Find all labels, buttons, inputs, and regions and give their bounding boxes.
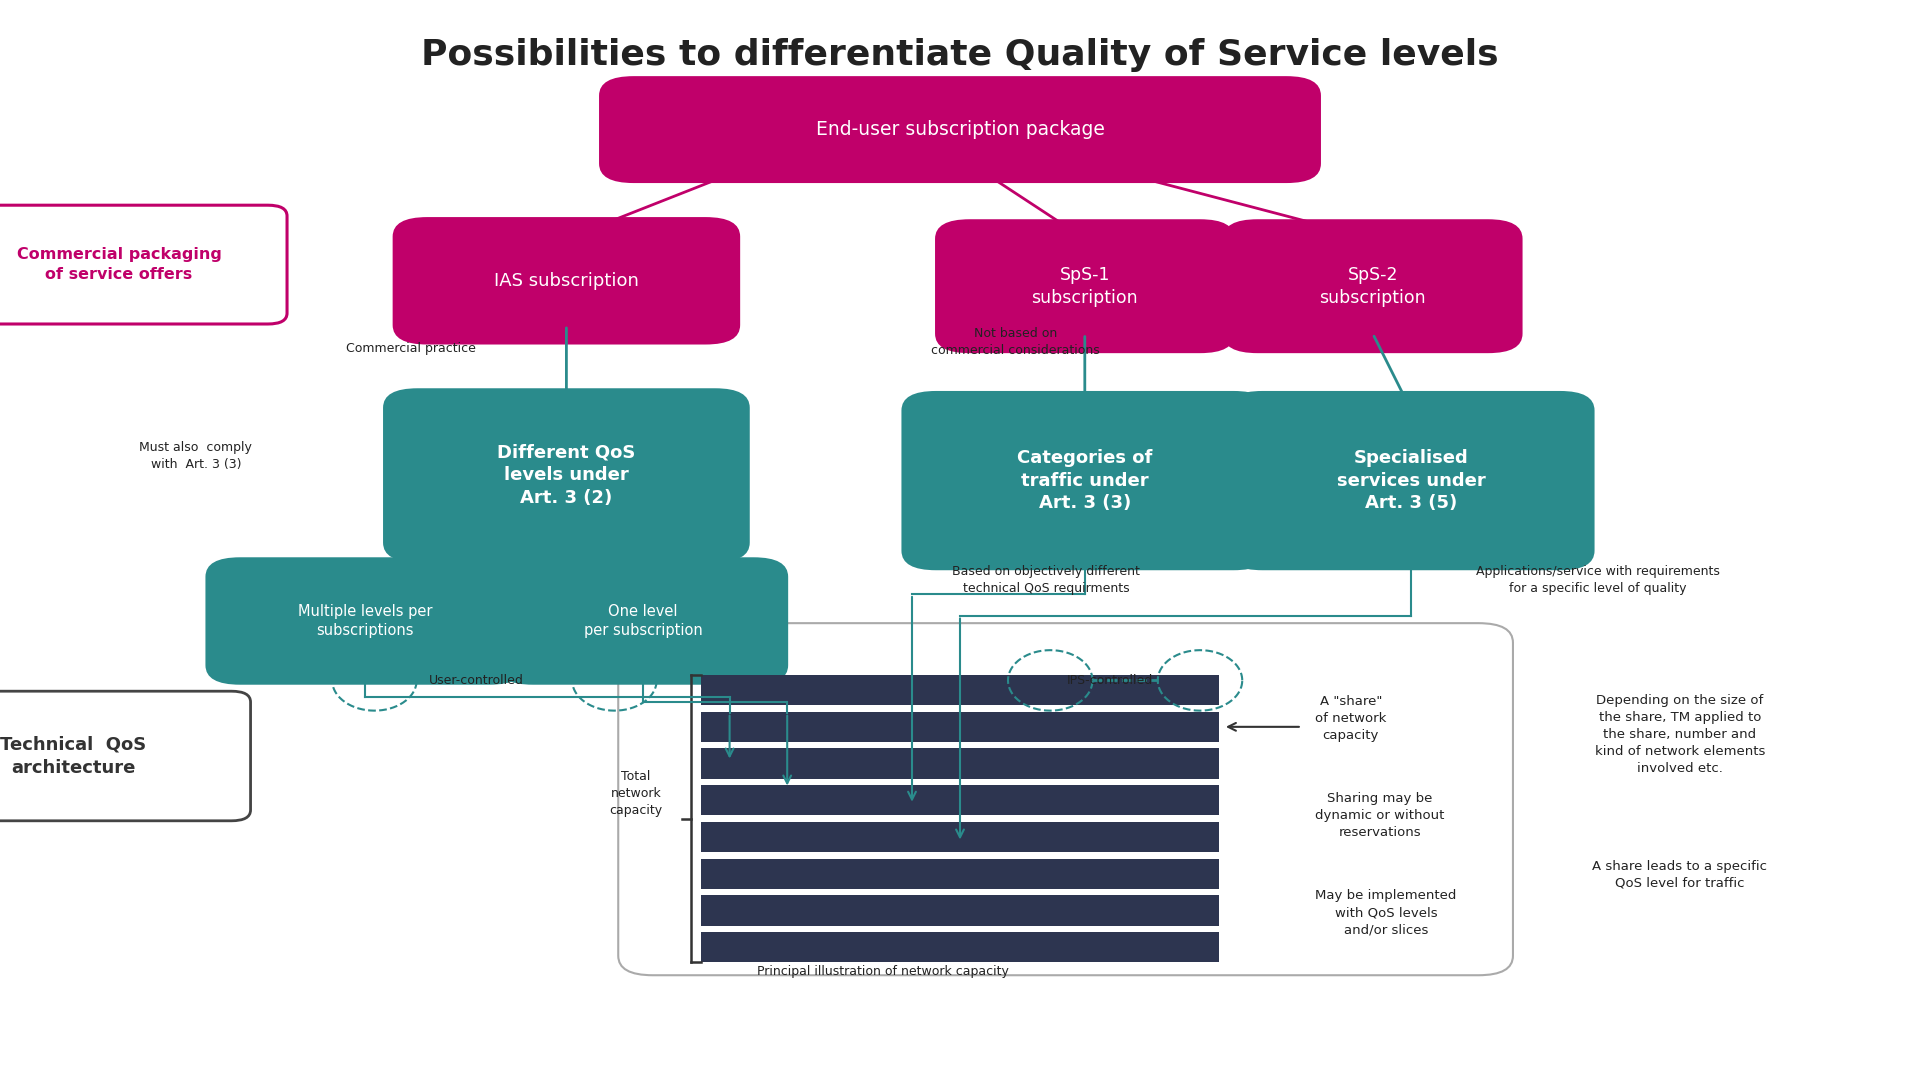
Text: SpS-2
subscription: SpS-2 subscription [1319,266,1427,307]
Text: Applications/service with requirements
for a specific level of quality: Applications/service with requirements f… [1475,565,1720,595]
Bar [701,895,1219,926]
Text: Multiple levels per
subscriptions: Multiple levels per subscriptions [298,604,432,638]
Bar [701,748,1219,779]
Text: Based on objectively different
technical QoS requirments: Based on objectively different technical… [952,565,1140,595]
FancyBboxPatch shape [382,388,749,562]
Text: Not based on
commercial considerations: Not based on commercial considerations [931,327,1100,357]
Text: SpS-1
subscription: SpS-1 subscription [1031,266,1139,307]
Text: May be implemented
with QoS levels
and/or slices: May be implemented with QoS levels and/o… [1315,889,1457,936]
FancyBboxPatch shape [900,391,1267,570]
FancyBboxPatch shape [499,557,787,685]
FancyBboxPatch shape [935,219,1235,353]
Text: Possibilities to differentiate Quality of Service levels: Possibilities to differentiate Quality o… [420,38,1500,71]
Text: Commercial packaging
of service offers: Commercial packaging of service offers [17,247,221,282]
Text: A "share"
of network
capacity: A "share" of network capacity [1315,694,1386,742]
Text: A share leads to a specific
QoS level for traffic: A share leads to a specific QoS level fo… [1592,860,1768,890]
FancyBboxPatch shape [1229,391,1594,570]
Text: Principal illustration of network capacity: Principal illustration of network capaci… [756,966,1010,978]
FancyBboxPatch shape [0,205,286,324]
FancyBboxPatch shape [1223,219,1523,353]
Text: IAS subscription: IAS subscription [493,272,639,289]
Bar [701,675,1219,705]
Text: Specialised
services under
Art. 3 (5): Specialised services under Art. 3 (5) [1336,448,1486,513]
Text: End-user subscription package: End-user subscription package [816,120,1104,139]
FancyBboxPatch shape [618,623,1513,975]
Text: Categories of
traffic under
Art. 3 (3): Categories of traffic under Art. 3 (3) [1018,448,1152,513]
Bar [701,785,1219,815]
Text: IPS-controlled: IPS-controlled [1068,674,1152,687]
FancyBboxPatch shape [599,76,1321,183]
Text: Depending on the size of
the share, TM applied to
the share, number and
kind of : Depending on the size of the share, TM a… [1596,693,1764,775]
Text: Sharing may be
dynamic or without
reservations: Sharing may be dynamic or without reserv… [1315,792,1444,839]
Text: Must also  comply
with  Art. 3 (3): Must also comply with Art. 3 (3) [140,441,252,471]
Bar [701,822,1219,852]
Text: User-controlled: User-controlled [428,674,524,687]
Bar [701,932,1219,962]
Text: Technical  QoS
architecture: Technical QoS architecture [0,735,146,777]
Bar [701,712,1219,742]
Text: Total
network
capacity: Total network capacity [609,770,662,818]
FancyBboxPatch shape [392,217,739,345]
FancyBboxPatch shape [205,557,524,685]
Text: Commercial practice: Commercial practice [346,342,476,355]
Text: One level
per subscription: One level per subscription [584,604,703,638]
Bar [701,859,1219,889]
Text: Different QoS
levels under
Art. 3 (2): Different QoS levels under Art. 3 (2) [497,443,636,508]
FancyBboxPatch shape [0,691,250,821]
